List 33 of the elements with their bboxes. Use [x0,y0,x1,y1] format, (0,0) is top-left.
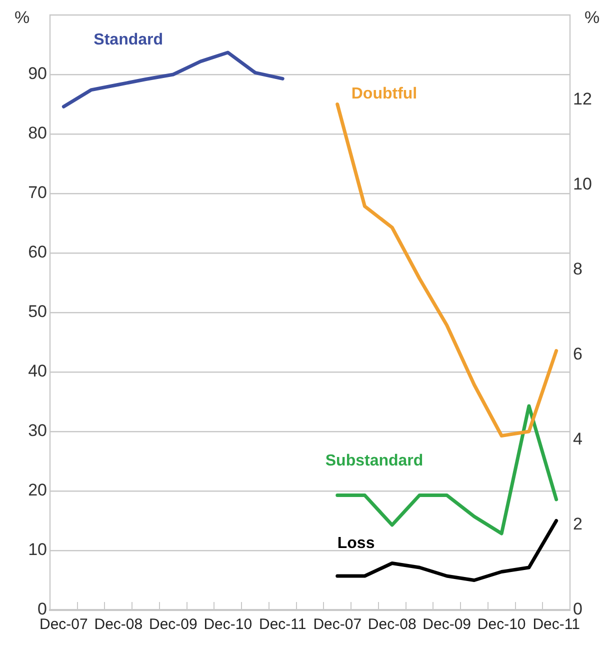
y2-tick-label: 4 [573,430,582,449]
y2-tick-label: 8 [573,260,582,279]
x-tick-label: Dec-10 [204,616,252,634]
y2-tick-label: 0 [573,600,582,619]
y-tick-label: 20 [28,480,47,500]
x-tick-label: Dec-09 [148,616,198,634]
y-tick-label: 30 [28,421,47,440]
x-tick-label: Dec-07 [313,616,362,634]
x-tick-label: Dec-10 [477,616,526,634]
x-tick-label: Dec-08 [94,616,143,634]
y-tick-label: 40 [28,362,47,381]
series-label: Substandard [325,452,424,470]
y-tick-label: 50 [28,302,47,322]
y2-axis-title: % [584,8,600,27]
x-tick-label: Dec-09 [422,616,472,634]
y-tick-label: 10 [28,540,47,560]
series-label: Doubtful [351,85,418,102]
y-tick-label: 0 [38,600,47,619]
y-tick-label: 90 [28,64,47,84]
y-tick-label: 60 [28,242,47,262]
series-label: Standard [94,32,164,49]
y-tick-label: 70 [28,183,47,202]
y2-tick-label: 10 [573,174,592,194]
x-tick-label: Dec-11 [532,616,580,634]
y-tick-label: 80 [28,124,47,143]
series-label: Loss [337,535,375,552]
x-tick-label: Dec-07 [40,616,88,634]
y2-tick-label: 2 [573,514,582,534]
y2-tick-label: 12 [573,90,592,109]
x-tick-label: Dec-11 [259,616,306,634]
y-axis-title: % [14,8,30,27]
x-tick-label: Dec-08 [368,616,416,634]
y2-tick-label: 6 [573,344,582,364]
